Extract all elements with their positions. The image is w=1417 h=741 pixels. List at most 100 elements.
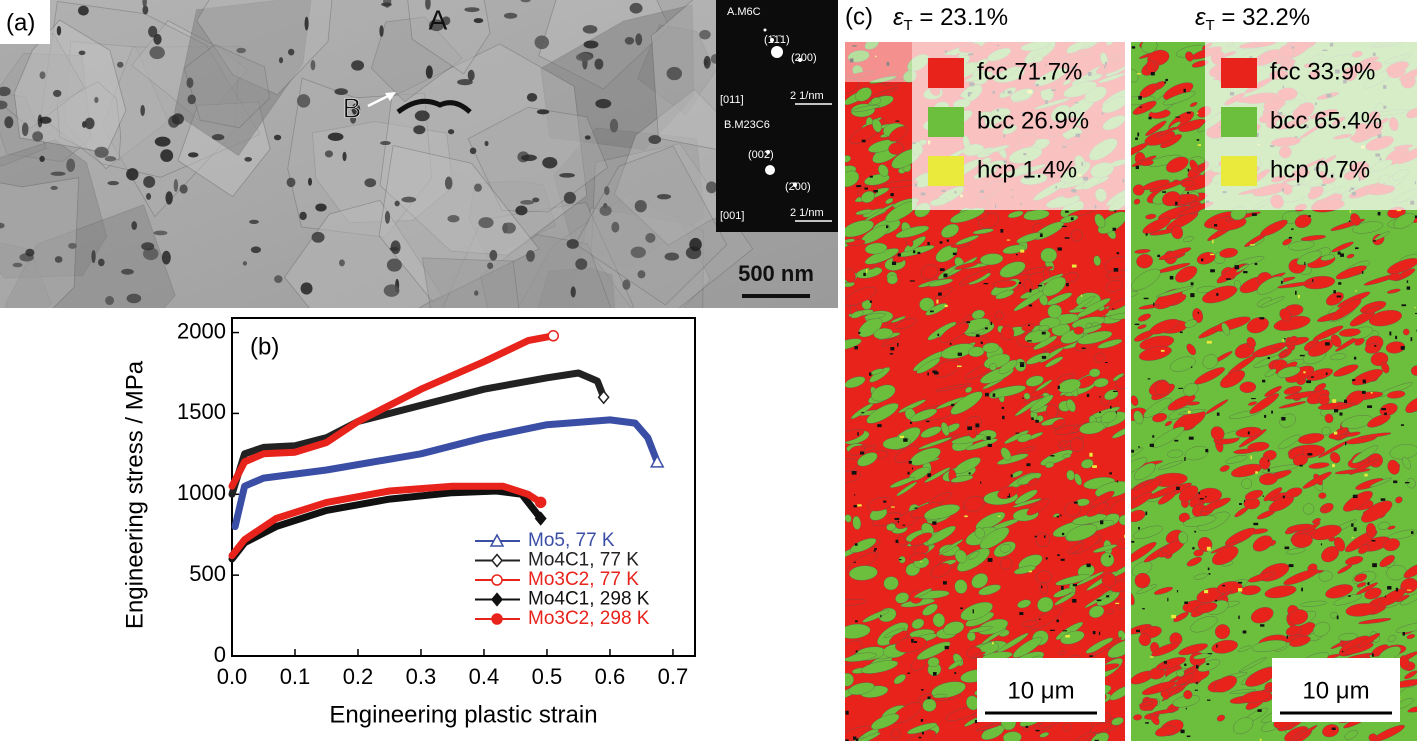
grain xyxy=(1107,298,1125,311)
precipitate xyxy=(478,217,494,229)
grain xyxy=(1383,538,1400,552)
speck xyxy=(927,242,930,246)
grain xyxy=(1097,211,1125,234)
precipitate xyxy=(394,200,400,207)
grain xyxy=(1029,394,1054,412)
precipitate xyxy=(78,5,89,16)
precipitate xyxy=(566,239,579,249)
speck xyxy=(974,719,978,724)
speck xyxy=(1136,73,1141,75)
speck xyxy=(1185,707,1187,710)
speck xyxy=(1001,406,1005,409)
grain xyxy=(855,87,872,102)
grain xyxy=(1364,306,1381,314)
grain xyxy=(1250,607,1274,624)
series-line xyxy=(228,332,557,490)
grain xyxy=(845,514,852,523)
speck xyxy=(1196,665,1199,669)
label-box xyxy=(0,0,50,44)
speck xyxy=(1271,410,1273,414)
grain xyxy=(173,0,312,157)
grain xyxy=(1089,368,1101,378)
grain xyxy=(1167,394,1196,411)
grain xyxy=(1151,642,1180,657)
grain xyxy=(989,385,1026,398)
grain xyxy=(1045,356,1064,368)
speck xyxy=(895,539,899,543)
speck xyxy=(1306,380,1312,384)
grain xyxy=(845,220,874,238)
speck xyxy=(929,310,934,313)
speck xyxy=(1029,288,1032,293)
series-line xyxy=(228,482,545,560)
speck xyxy=(1035,729,1040,732)
speck xyxy=(1371,653,1374,657)
grain xyxy=(1294,214,1312,228)
speck xyxy=(1214,224,1218,227)
speck xyxy=(987,558,993,562)
grain xyxy=(1302,471,1332,489)
speck xyxy=(1000,229,1004,233)
grain xyxy=(1320,254,1335,261)
grain xyxy=(1225,527,1256,546)
grain xyxy=(1131,541,1157,564)
grain xyxy=(1183,690,1193,700)
speck xyxy=(1112,227,1117,231)
speck xyxy=(1116,252,1120,255)
speck xyxy=(1282,495,1285,499)
precipitate xyxy=(187,94,196,105)
grain xyxy=(1246,337,1256,348)
strain-subscript: T xyxy=(1206,17,1215,34)
speck xyxy=(1099,396,1101,398)
precipitate xyxy=(447,129,455,135)
speck xyxy=(1257,709,1262,712)
grain xyxy=(1045,461,1055,469)
precipitate xyxy=(304,16,309,31)
speck xyxy=(1056,515,1060,518)
grain xyxy=(1131,142,1149,161)
speck xyxy=(1072,598,1077,603)
speck xyxy=(855,738,859,741)
precipitate xyxy=(379,25,384,37)
grain xyxy=(1145,120,1167,136)
grain xyxy=(849,565,878,581)
grain xyxy=(1236,263,1249,273)
speck xyxy=(1238,588,1243,592)
speck xyxy=(1062,630,1067,632)
grain xyxy=(1239,381,1257,393)
grain xyxy=(1322,724,1339,738)
grain xyxy=(1190,616,1218,633)
speck xyxy=(932,521,937,525)
grain xyxy=(1356,582,1379,595)
speck xyxy=(956,365,962,368)
grain xyxy=(872,118,882,133)
speck xyxy=(909,421,912,424)
precipitate xyxy=(153,230,168,236)
precipitate xyxy=(364,178,377,188)
grain xyxy=(845,598,867,607)
speck xyxy=(1197,144,1201,146)
speck xyxy=(907,471,910,475)
y-tick-label: 500 xyxy=(189,561,226,586)
grain xyxy=(989,363,997,371)
grain xyxy=(1368,733,1378,741)
speck xyxy=(1072,583,1078,587)
speck xyxy=(877,424,882,428)
speck xyxy=(1112,390,1118,392)
speck xyxy=(1143,297,1149,300)
speck xyxy=(1267,356,1271,360)
grain xyxy=(925,303,948,316)
speck xyxy=(897,520,899,523)
grain xyxy=(1189,159,1199,173)
speck xyxy=(1176,486,1180,491)
speck xyxy=(952,252,957,256)
precipitate xyxy=(286,177,296,188)
grain xyxy=(1045,404,1058,419)
legend-box xyxy=(845,42,912,82)
x-tick-label: 0.5 xyxy=(532,664,563,689)
speck xyxy=(1340,253,1344,257)
speck xyxy=(1253,522,1259,526)
precipitate xyxy=(474,183,482,192)
precipitate xyxy=(126,168,139,181)
speck xyxy=(964,515,968,518)
